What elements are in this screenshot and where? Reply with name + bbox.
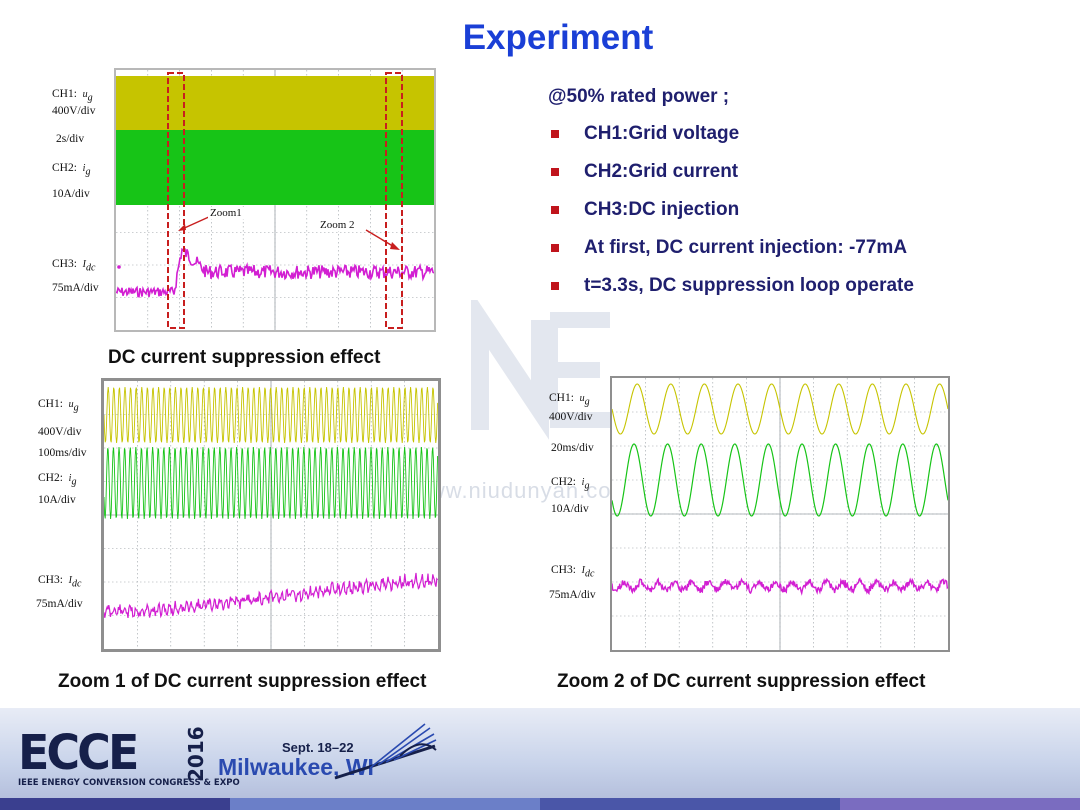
z1-ch3-scale: 75mA/div [36, 598, 83, 610]
z1-ch2-label: CH2: ig [38, 472, 77, 488]
main-ch3-label: CH3: Idc [52, 258, 96, 274]
z1-ch3-label: CH3: Idc [38, 574, 82, 590]
main-ch2-scale: 10A/div [52, 188, 90, 200]
bullet-square-icon [551, 168, 559, 176]
event-city: Milwaukee, WI [218, 754, 374, 780]
zoom2-label: Zoom 2 [318, 219, 357, 231]
zoom1-label: Zoom1 [208, 207, 244, 219]
z2-ch2-scale: 10A/div [551, 503, 589, 515]
footer-stripe [540, 798, 840, 810]
ecce-subtitle: IEEE ENERGY CONVERSION CONGRESS & EXPO [18, 778, 240, 788]
z1-ch2-scale: 10A/div [38, 494, 76, 506]
zoom1-box [167, 72, 185, 329]
ch3-marker [117, 265, 121, 269]
year-text: 2016 [186, 726, 208, 782]
bullet-item: CH3:DC injection [548, 199, 914, 237]
ch3-trace [104, 572, 438, 619]
z2-time-scale: 20ms/div [551, 442, 594, 454]
footer-stripe [0, 798, 230, 810]
zoom1-caption: Zoom 1 of DC current suppression effect [58, 671, 427, 692]
watermark-logo [471, 300, 610, 440]
slide-title: Experiment [462, 18, 654, 57]
event-dates: Sept. 18–22 [282, 740, 354, 755]
z2-ch3-scale: 75mA/div [549, 589, 596, 601]
bridge-icon [334, 723, 437, 780]
bullet-list: @50% rated power ; CH1:Grid voltage CH2:… [548, 86, 914, 313]
bullet-square-icon [551, 244, 559, 252]
ch3-trace [612, 577, 948, 596]
scope-zoom2 [610, 376, 950, 652]
ch2-trace [104, 447, 438, 519]
z2-ch1-label: CH1: ug [549, 392, 590, 408]
main-ch1-scale: 400V/div [52, 105, 96, 117]
main-ch1-label: CH1: ug [52, 88, 93, 104]
z2-ch2-label: CH2: ig [551, 476, 590, 492]
ch1-trace [104, 386, 438, 444]
zoom2-caption: Zoom 2 of DC current suppression effect [557, 671, 926, 692]
main-ch3-scale: 75mA/div [52, 282, 99, 294]
z1-ch1-scale: 400V/div [38, 426, 82, 438]
footer-stripe [230, 798, 540, 810]
scope-main-plot [116, 70, 434, 330]
scope-zoom1-plot [104, 381, 438, 649]
ecce-logo: ECCE [18, 723, 139, 781]
z2-ch1-scale: 400V/div [549, 411, 593, 423]
main-ch2-label: CH2: ig [52, 162, 91, 178]
main-caption: DC current suppression effect [108, 347, 381, 368]
watermark-text: www.niudunyan.com [412, 478, 631, 503]
ch1-marker [117, 89, 121, 93]
z2-ch3-label: CH3: Idc [551, 564, 595, 580]
zoom1-arrow-head [178, 224, 186, 231]
year-badge: 2016 [186, 726, 208, 782]
scope-zoom2-plot [612, 378, 948, 650]
zoom2-arrow-head [390, 242, 400, 250]
scope-main [114, 68, 436, 332]
bullet-item: CH1:Grid voltage [548, 123, 914, 161]
ch1-band [116, 76, 434, 130]
bullets-head: @50% rated power ; [548, 86, 730, 107]
main-time-scale: 2s/div [56, 133, 85, 145]
z1-ch1-label: CH1: ug [38, 398, 79, 414]
footer-stripe [840, 798, 1080, 810]
scope-zoom1 [101, 378, 441, 652]
bullet-square-icon [551, 282, 559, 290]
z1-time-scale: 100ms/div [38, 447, 87, 459]
bullet-item: CH2:Grid current [548, 161, 914, 199]
ch1-trace [612, 383, 948, 435]
bullet-square-icon [551, 206, 559, 214]
footer-banner: ECCE IEEE ENERGY CONVERSION CONGRESS & E… [0, 708, 1080, 810]
ch2-trace [612, 443, 948, 517]
bullet-item: t=3.3s, DC suppression loop operate [548, 275, 914, 313]
bullet-item: At first, DC current injection: -77mA [548, 237, 914, 275]
zoom2-arrow [365, 229, 397, 249]
bullet-square-icon [551, 130, 559, 138]
ch2-marker [117, 168, 121, 172]
zoom2-box [385, 72, 403, 329]
